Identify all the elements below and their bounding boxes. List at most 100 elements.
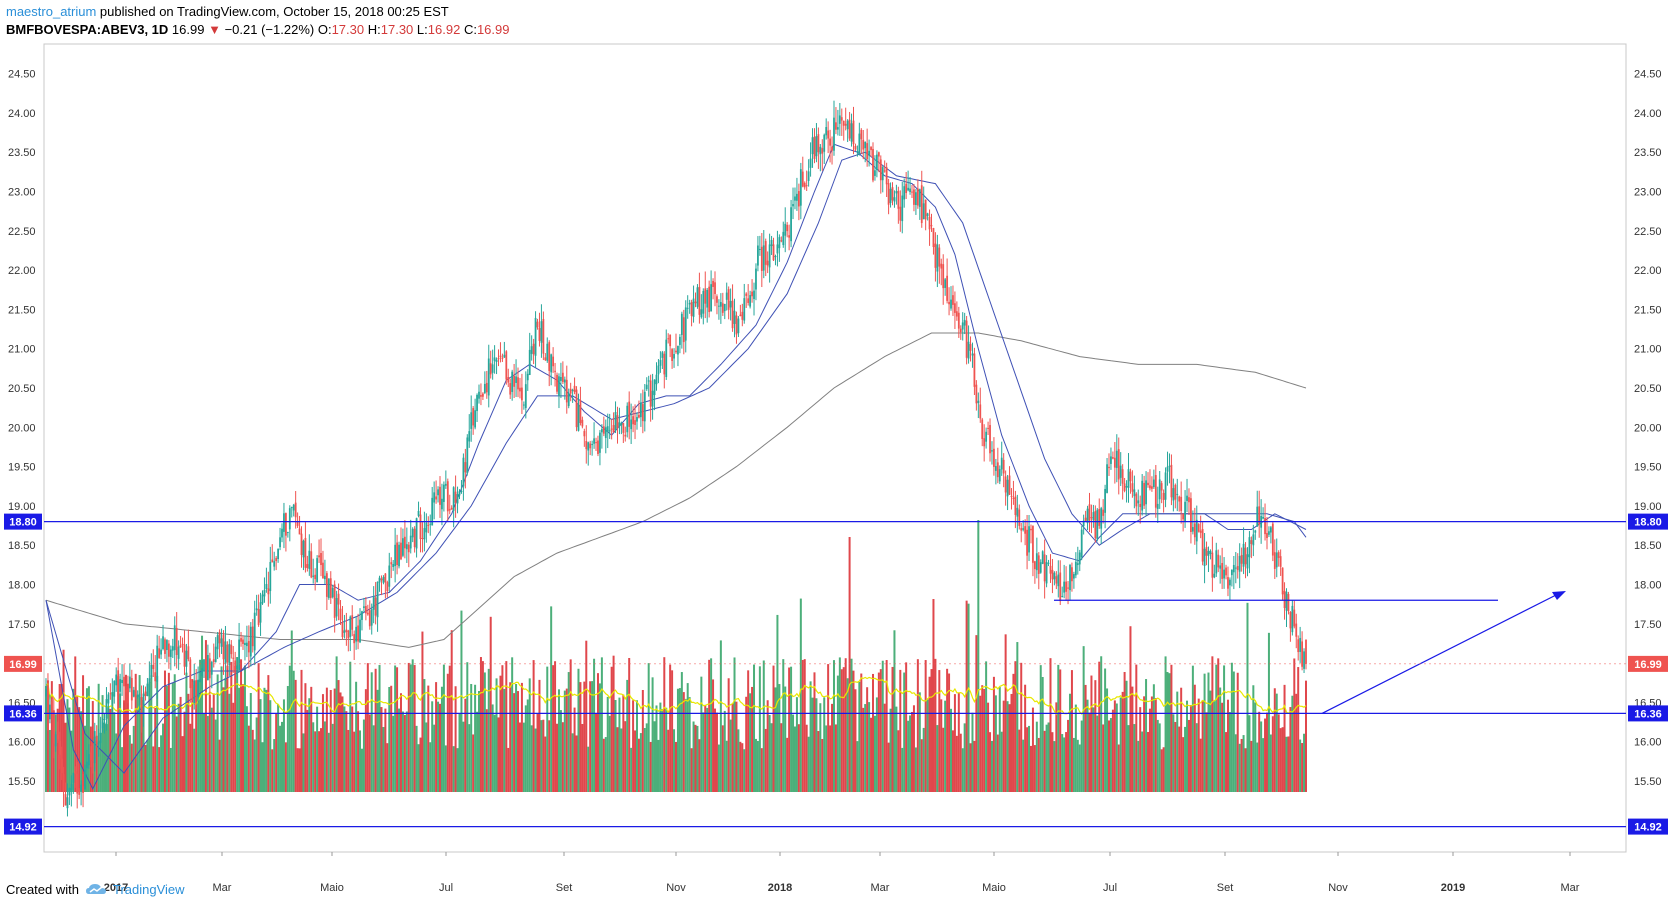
volume-bar xyxy=(596,673,599,792)
candle-body xyxy=(989,425,991,454)
candle-body xyxy=(1281,567,1284,595)
candle-body xyxy=(505,351,508,380)
volume-bar xyxy=(1092,707,1095,792)
candle-body xyxy=(458,491,461,496)
volume-bar xyxy=(138,675,141,792)
candle-body xyxy=(224,641,227,664)
volume-bar xyxy=(241,684,244,792)
volume-bar xyxy=(259,699,262,792)
volume-bar xyxy=(950,708,953,792)
candle-body xyxy=(749,295,752,307)
candle-body xyxy=(928,216,931,230)
candle-body xyxy=(1203,548,1206,567)
candle-body xyxy=(778,237,781,249)
level-tag-right-bg xyxy=(1628,705,1668,722)
candle-body xyxy=(1219,565,1222,569)
projection-arrow-line xyxy=(1321,591,1563,714)
candle-body xyxy=(68,787,71,796)
candle-body xyxy=(589,443,592,449)
volume-bar xyxy=(563,690,566,792)
volume-bar xyxy=(598,683,601,792)
candle-body xyxy=(136,695,139,697)
volume-bar xyxy=(903,672,906,792)
candle-body xyxy=(1225,567,1227,576)
volume-bar xyxy=(1028,725,1031,792)
candle-body xyxy=(641,404,644,422)
candle-body xyxy=(636,417,638,422)
volume-bar xyxy=(1217,658,1220,792)
volume-bar xyxy=(1049,658,1052,792)
volume-bar xyxy=(195,680,198,792)
candle-body xyxy=(618,422,621,427)
volume-bar xyxy=(1191,665,1194,792)
y-tick-left: 18.00 xyxy=(8,580,36,592)
candle-body xyxy=(638,414,640,418)
candle-body xyxy=(1258,506,1261,525)
volume-bar xyxy=(620,728,623,792)
candle-body xyxy=(1215,550,1218,574)
volume-bar xyxy=(62,649,65,792)
volume-bar xyxy=(515,683,518,792)
volume-bar xyxy=(1139,707,1142,792)
candle-body xyxy=(926,213,929,217)
volume-bar xyxy=(924,660,927,792)
volume-bar xyxy=(505,661,508,792)
volume-bar xyxy=(257,663,260,792)
x-tick-label: 2019 xyxy=(1441,882,1465,894)
volume-bar xyxy=(792,714,795,792)
volume-bar xyxy=(1031,707,1034,792)
candle-body xyxy=(183,644,186,667)
candle-body xyxy=(1143,482,1146,506)
candle-body xyxy=(1024,526,1027,534)
volume-bar xyxy=(534,728,537,792)
volume-bar xyxy=(1072,737,1075,792)
volume-bar xyxy=(300,669,303,792)
volume-bar xyxy=(801,659,804,792)
volume-bar xyxy=(427,685,430,792)
y-tick-right: 24.00 xyxy=(1634,108,1662,120)
volume-bar xyxy=(452,746,455,792)
volume-bar xyxy=(1111,709,1114,792)
volume-bar xyxy=(680,672,683,792)
volume-bar xyxy=(48,729,51,792)
candle-body xyxy=(302,540,305,558)
candle-body xyxy=(634,420,636,425)
volume-bar xyxy=(413,665,416,792)
candle-body xyxy=(952,295,954,305)
volume-bar xyxy=(253,739,256,792)
volume-bar xyxy=(1059,669,1062,792)
author-link[interactable]: maestro_atrium xyxy=(6,4,97,19)
horizontal-levels[interactable] xyxy=(44,521,1626,828)
volume-bar xyxy=(507,747,510,792)
projection-arrow-head-icon xyxy=(1552,591,1566,600)
volume-bar xyxy=(1246,602,1249,792)
down-arrow-icon: ▼ xyxy=(208,22,221,37)
candle-body xyxy=(1236,566,1239,570)
candle-body xyxy=(626,405,629,433)
candle-body xyxy=(1244,547,1247,565)
volume-bar xyxy=(206,715,209,792)
volume-bar xyxy=(873,715,876,792)
candle-body xyxy=(571,389,574,391)
candle-body xyxy=(257,609,260,625)
volume-bar xyxy=(979,695,982,792)
candle-body xyxy=(322,562,324,579)
volume-bar xyxy=(1022,739,1025,792)
candle-body xyxy=(91,760,94,762)
volume-bar xyxy=(1070,670,1073,792)
candle-body xyxy=(150,664,153,677)
candle-body xyxy=(446,481,449,512)
candle-body xyxy=(1145,480,1147,505)
volume-bar xyxy=(911,711,914,792)
candle-body xyxy=(540,321,543,343)
volume-bar xyxy=(208,694,211,792)
tradingview-brand[interactable]: TradingView xyxy=(112,882,185,897)
candle-body xyxy=(166,640,168,651)
candle-body xyxy=(599,432,601,453)
candle-body xyxy=(491,364,494,373)
candle-body xyxy=(526,373,529,381)
candle-body xyxy=(595,442,597,444)
candle-body xyxy=(388,565,391,587)
axes: 24.50 24.50 24.00 24.00 23.50 23.50 23.00 23.00… xyxy=(8,69,1662,894)
